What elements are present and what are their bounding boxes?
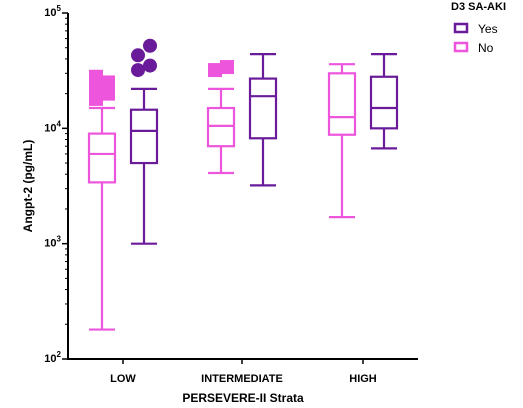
y-tick-exponent: 5 <box>57 4 62 13</box>
y-tick-label: 103 <box>44 235 61 250</box>
legend-swatch <box>453 22 469 34</box>
y-tick-base: 10 <box>44 238 56 250</box>
iqr-box <box>87 132 117 184</box>
iqr-box <box>129 108 159 165</box>
iqr-box <box>327 72 357 136</box>
box-yes-high <box>369 53 399 150</box>
iqr-box <box>248 77 278 140</box>
legend-title: D3 SA-AKI <box>451 1 506 13</box>
y-tick-base: 10 <box>44 7 56 19</box>
y-tick-label: 104 <box>44 119 61 134</box>
legend-label: No <box>478 41 494 55</box>
outlier-point <box>131 63 145 78</box>
x-tick-label: LOW <box>110 373 136 385</box>
outlier-point <box>89 69 103 84</box>
outlier-point <box>143 58 157 73</box>
y-tick-label: 105 <box>44 4 61 19</box>
y-tick-label: 102 <box>44 350 61 365</box>
outlier-point <box>101 75 115 90</box>
legend: D3 SA-AKI Yes No <box>451 1 506 55</box>
x-axis-title: PERSEVERE-II Strata <box>182 391 304 405</box>
y-tick-exponent: 2 <box>57 350 62 359</box>
boxes <box>87 38 399 331</box>
outlier-point <box>208 63 222 78</box>
x-tick-labels: LOW INTERMEDIATE HIGH <box>110 373 377 385</box>
y-tick-base: 10 <box>44 353 56 365</box>
box-yes-low <box>129 38 159 245</box>
x-tick-label: HIGH <box>349 373 377 385</box>
iqr-box <box>369 75 399 130</box>
axes <box>62 12 418 364</box>
box-no-high <box>327 63 357 219</box>
outlier-point <box>220 60 234 75</box>
box-no-low <box>87 69 117 331</box>
legend-swatch <box>453 41 469 53</box>
box-no-intermediate <box>206 60 236 175</box>
y-axis-title: Angpt-2 (pg/mL) <box>21 140 35 233</box>
y-tick-exponent: 3 <box>57 235 62 244</box>
outlier-point <box>89 81 103 96</box>
box-yes-intermediate <box>248 53 278 187</box>
legend-items: Yes No <box>453 22 498 55</box>
y-tick-base: 10 <box>44 122 56 134</box>
legend-item-no: No <box>453 41 494 55</box>
outlier-point <box>143 38 157 53</box>
outlier-point <box>101 86 115 101</box>
outlier-point <box>131 48 145 63</box>
legend-label: Yes <box>478 22 498 36</box>
legend-item-yes: Yes <box>453 22 498 36</box>
y-tick-exponent: 4 <box>57 119 62 128</box>
iqr-box <box>206 106 236 148</box>
x-tick-label: INTERMEDIATE <box>201 373 283 385</box>
